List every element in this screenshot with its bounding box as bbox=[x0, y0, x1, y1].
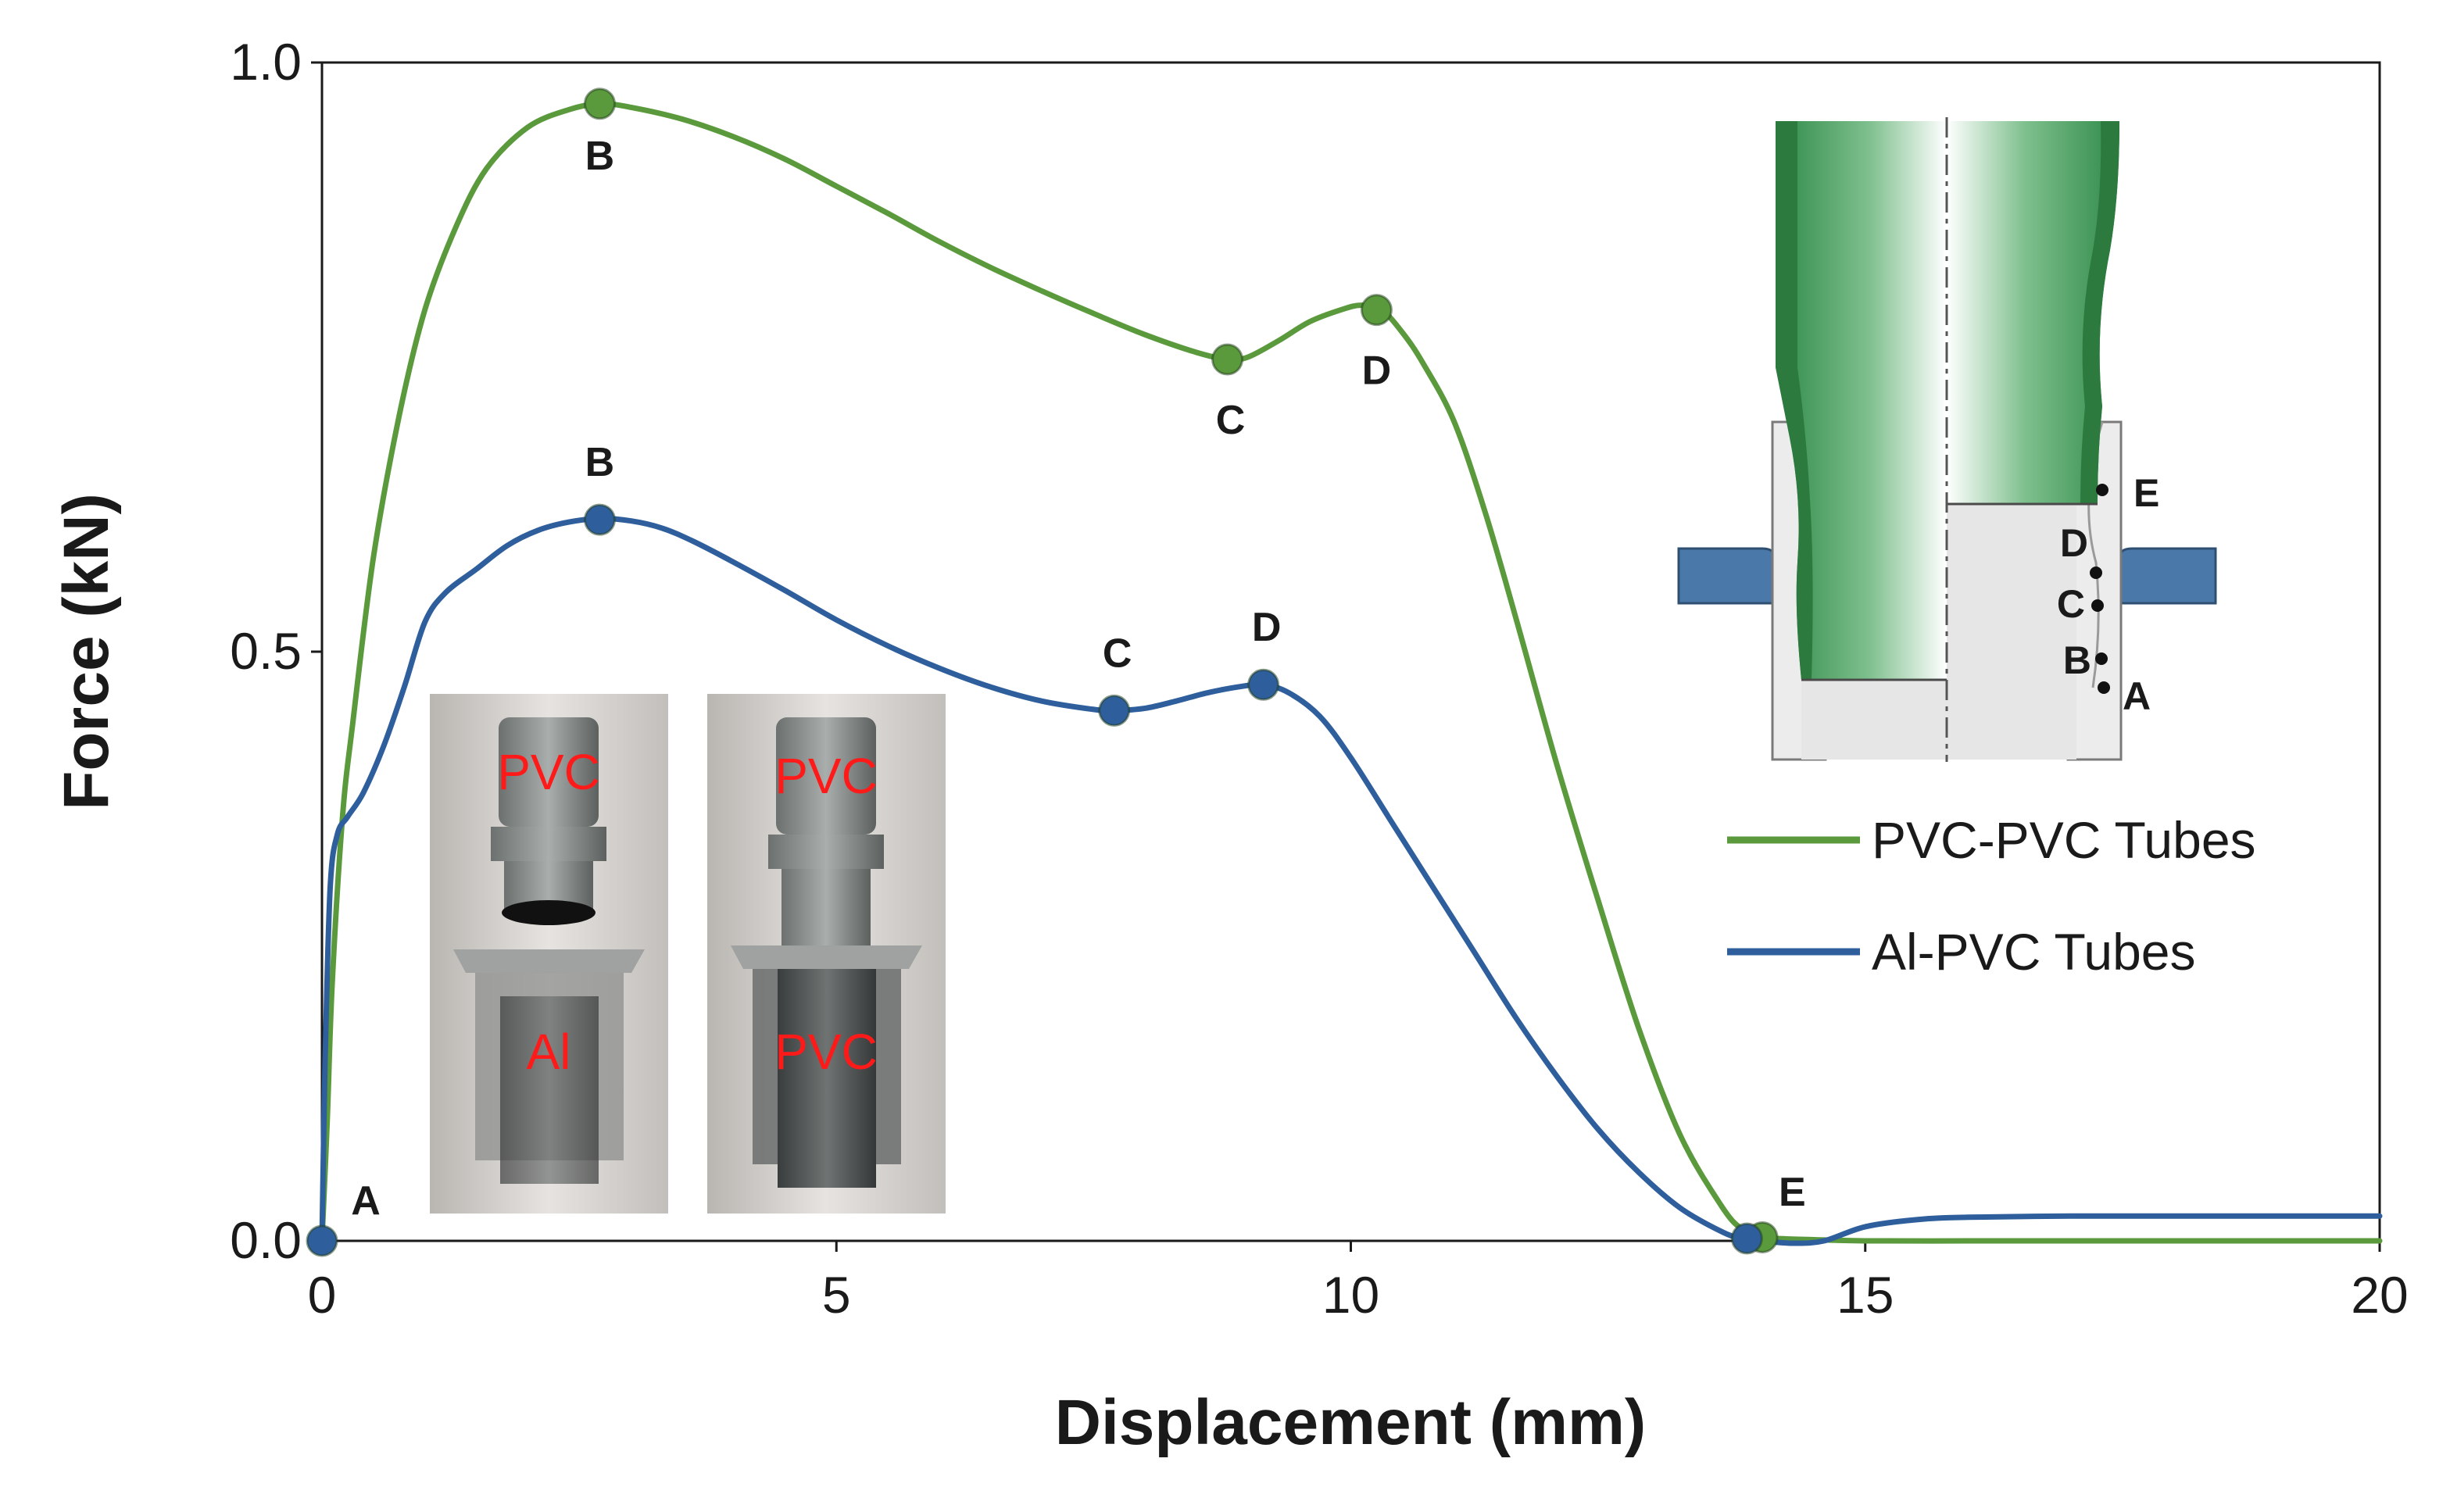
point-label: E bbox=[1779, 1170, 1806, 1215]
photo-right-specimen: PVC PVC bbox=[707, 694, 946, 1214]
point-marker bbox=[1247, 668, 1280, 701]
y-axis-ticks: 0.0 0.5 1.0 bbox=[230, 33, 322, 1269]
point-label: A bbox=[351, 1178, 381, 1224]
legend: PVC-PVC Tubes Al-PVC Tubes bbox=[1727, 811, 2256, 981]
photo-left-specimen: PVC Al bbox=[430, 694, 668, 1214]
photo-right-bottom-label: PVC bbox=[774, 1024, 878, 1080]
diagram-label-c: C bbox=[2057, 582, 2085, 626]
point-label: D bbox=[1362, 349, 1392, 394]
x-axis-title: Displacement (mm) bbox=[1055, 1387, 1646, 1458]
point-label: B bbox=[585, 134, 615, 179]
x-axis-ticks: 0 5 10 15 20 bbox=[308, 1241, 2409, 1324]
point-marker bbox=[1730, 1222, 1763, 1255]
diagram-label-d: D bbox=[2060, 521, 2088, 565]
x-tick-label: 10 bbox=[1322, 1266, 1379, 1324]
legend-label-pvc-pvc: PVC-PVC Tubes bbox=[1872, 811, 2256, 869]
x-tick-label: 20 bbox=[2351, 1266, 2408, 1324]
photo-left-bottom-label: Al bbox=[527, 1024, 571, 1080]
x-tick-label: 15 bbox=[1837, 1266, 1894, 1324]
x-tick-label: 5 bbox=[822, 1266, 851, 1324]
tube-cross-section-diagram: E D C B A bbox=[1677, 117, 2217, 762]
y-tick-label: 0.0 bbox=[230, 1211, 302, 1269]
point-marker bbox=[1098, 694, 1131, 727]
series-line-al-pvc bbox=[319, 516, 2383, 1246]
x-tick-label: 0 bbox=[308, 1266, 337, 1324]
y-tick-label: 0.5 bbox=[230, 622, 302, 680]
point-marker bbox=[1211, 343, 1244, 376]
point-label: C bbox=[1216, 398, 1246, 443]
photo-left-top-label: PVC bbox=[497, 744, 600, 800]
marker-layer: B C D A B C D E bbox=[306, 88, 1806, 1257]
point-label: B bbox=[585, 440, 615, 485]
point-marker bbox=[306, 1224, 338, 1257]
diagram-label-e: E bbox=[2133, 471, 2159, 515]
point-label: D bbox=[1252, 605, 1282, 650]
y-tick-label: 1.0 bbox=[230, 33, 302, 91]
point-marker bbox=[583, 88, 616, 120]
photo-right-top-label: PVC bbox=[774, 748, 878, 804]
point-marker bbox=[1360, 294, 1393, 327]
diagram-label-a: A bbox=[2123, 674, 2151, 718]
legend-label-al-pvc: Al-PVC Tubes bbox=[1872, 923, 2196, 981]
point-marker bbox=[583, 503, 616, 536]
y-axis-title: Force (kN) bbox=[51, 493, 122, 810]
point-label: C bbox=[1103, 631, 1132, 676]
diagram-label-b: B bbox=[2063, 638, 2091, 682]
